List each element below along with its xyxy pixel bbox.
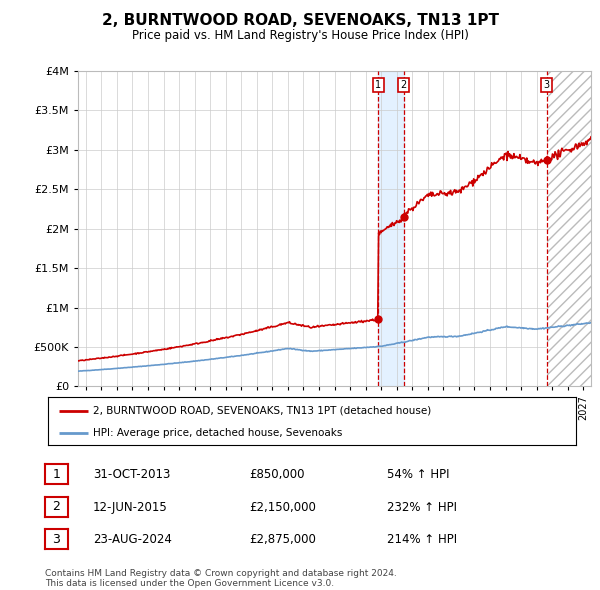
Text: 23-AUG-2024: 23-AUG-2024	[93, 533, 172, 546]
Text: 214% ↑ HPI: 214% ↑ HPI	[387, 533, 457, 546]
Text: Price paid vs. HM Land Registry's House Price Index (HPI): Price paid vs. HM Land Registry's House …	[131, 29, 469, 42]
Text: 3: 3	[544, 80, 550, 90]
Text: 232% ↑ HPI: 232% ↑ HPI	[387, 501, 457, 514]
Text: 1: 1	[376, 80, 382, 90]
Text: £2,875,000: £2,875,000	[249, 533, 316, 546]
Text: Contains HM Land Registry data © Crown copyright and database right 2024.
This d: Contains HM Land Registry data © Crown c…	[45, 569, 397, 588]
Text: 12-JUN-2015: 12-JUN-2015	[93, 501, 168, 514]
Bar	[547, 71, 591, 386]
Text: HPI: Average price, detached house, Sevenoaks: HPI: Average price, detached house, Seve…	[93, 428, 342, 438]
Text: 1: 1	[52, 468, 61, 481]
Text: £850,000: £850,000	[249, 468, 305, 481]
Text: £2,150,000: £2,150,000	[249, 501, 316, 514]
Text: 54% ↑ HPI: 54% ↑ HPI	[387, 468, 449, 481]
Text: 31-OCT-2013: 31-OCT-2013	[93, 468, 170, 481]
Text: 2: 2	[52, 500, 61, 513]
Text: 2: 2	[400, 80, 407, 90]
Bar	[379, 71, 404, 386]
Text: 2, BURNTWOOD ROAD, SEVENOAKS, TN13 1PT (detached house): 2, BURNTWOOD ROAD, SEVENOAKS, TN13 1PT (…	[93, 405, 431, 415]
Text: 2, BURNTWOOD ROAD, SEVENOAKS, TN13 1PT: 2, BURNTWOOD ROAD, SEVENOAKS, TN13 1PT	[101, 13, 499, 28]
Text: 3: 3	[52, 533, 61, 546]
